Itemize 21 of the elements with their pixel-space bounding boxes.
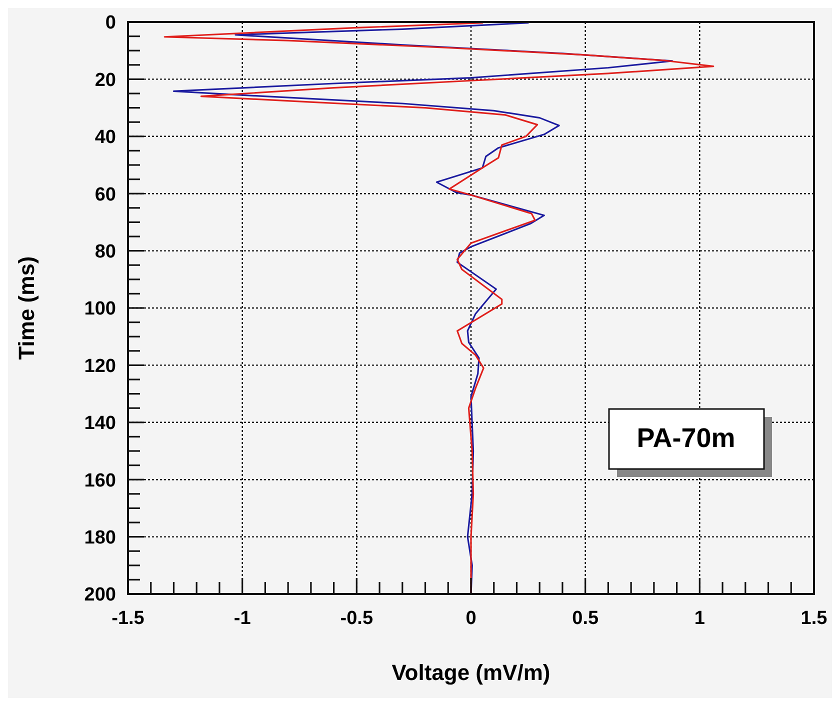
x-tick-label: 1 xyxy=(694,608,706,629)
y-tick-label: 20 xyxy=(94,70,116,91)
x-tick-label: 1.5 xyxy=(800,608,828,629)
y-tick-label: 40 xyxy=(94,127,116,148)
y-tick-label: 60 xyxy=(94,184,116,206)
y-tick-label: 140 xyxy=(84,413,116,434)
x-tick-label: -1 xyxy=(234,608,252,629)
y-tick-label: 100 xyxy=(84,298,116,320)
x-tick-label: 0.5 xyxy=(572,608,599,629)
annotation: PA-70m xyxy=(636,423,736,453)
x-tick-label: -0.5 xyxy=(340,608,374,629)
y-tick-label: 120 xyxy=(84,356,116,377)
y-axis-title: Time (ms) xyxy=(14,256,39,360)
x-tick-label: -1.5 xyxy=(112,608,145,629)
y-tick-label: 180 xyxy=(84,527,116,548)
x-tick-label: 0 xyxy=(466,608,476,629)
y-tick-label: 80 xyxy=(94,241,116,262)
y-tick-label: 200 xyxy=(84,584,116,606)
x-axis-title: Voltage (mV/m) xyxy=(392,660,550,685)
y-tick-label: 160 xyxy=(84,470,116,492)
y-tick-label: 0 xyxy=(105,12,116,34)
